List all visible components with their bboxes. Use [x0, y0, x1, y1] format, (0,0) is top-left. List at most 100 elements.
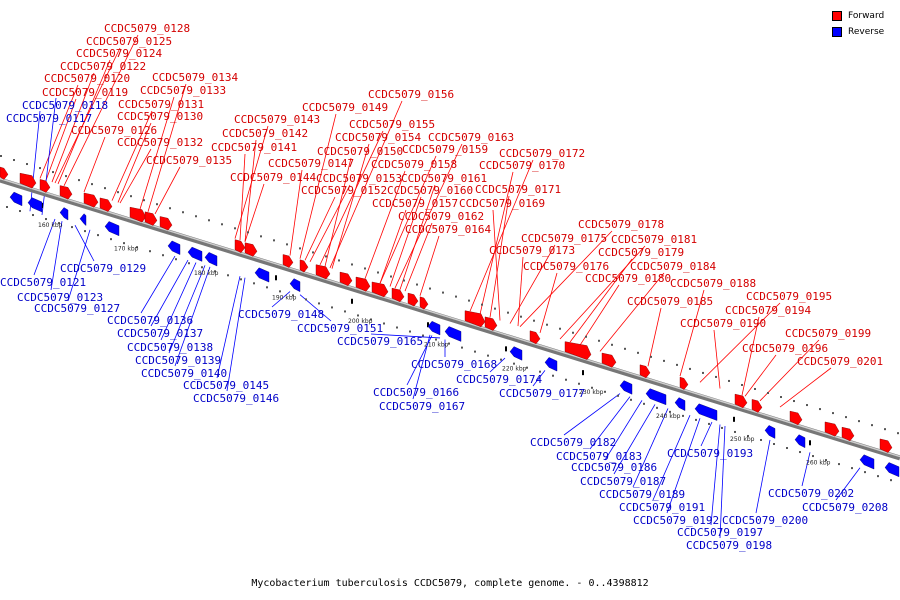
forward-gene-label: CCDC5079_0120: [44, 72, 130, 85]
guide-dot: [19, 210, 21, 213]
guide-dot: [637, 351, 639, 354]
forward-leader-line: [779, 367, 832, 408]
guide-dot: [253, 282, 255, 285]
forward-gene-label: CCDC5079_0149: [302, 101, 388, 114]
forward-leader-line: [744, 354, 777, 397]
guide-dot: [32, 214, 34, 217]
reverse-leader-line: [412, 334, 431, 400]
forward-gene-label: CCDC5079_0179: [598, 246, 684, 259]
forward-gene-label: CCDC5079_0155: [349, 118, 435, 131]
axis-tick-label: 190 kbp: [272, 294, 297, 301]
forward-gene-block: [315, 264, 331, 280]
reverse-gene-block: [884, 462, 900, 478]
reverse-gene-block: [204, 252, 218, 267]
legend: Forward Reverse: [832, 8, 892, 40]
legend-reverse: Reverse: [832, 24, 892, 40]
guide-dot: [715, 375, 717, 378]
label-leader-lines: [29, 34, 861, 539]
forward-gene-block: [0, 166, 9, 180]
axis-tick-label: 200 kbp: [348, 318, 373, 325]
forward-gene-block: [129, 206, 147, 223]
guide-dot: [507, 311, 509, 314]
guide-dot: [351, 263, 353, 266]
forward-gene-block: [407, 292, 419, 307]
forward-gene-block: [83, 192, 99, 208]
guide-dot: [403, 279, 405, 282]
guide-dot: [695, 418, 697, 421]
reverse-gene-label: CCDC5079_0208: [802, 501, 888, 514]
forward-leader-line: [57, 59, 111, 185]
guide-dot: [754, 387, 756, 390]
guide-dot: [656, 406, 658, 409]
reverse-gene-block: [764, 425, 776, 439]
forward-gene-label: CCDC5079_0162: [398, 210, 484, 223]
axis-tick: [733, 416, 735, 422]
guide-dot: [52, 171, 54, 174]
axis-tick-label: 220 kbp: [502, 365, 527, 372]
reverse-leader-line: [710, 424, 721, 526]
forward-gene-block: [371, 281, 389, 298]
forward-gene-block: [464, 310, 486, 328]
reverse-gene-label: CCDC5079_0123: [17, 291, 103, 304]
forward-gene-label: CCDC5079_0130: [117, 110, 203, 123]
guide-dot: [188, 262, 190, 265]
forward-leader-line: [111, 110, 153, 201]
guide-dot: [370, 318, 372, 321]
forward-gene-label: CCDC5079_0164: [405, 223, 491, 236]
guide-dot: [45, 218, 47, 221]
guide-dot: [221, 223, 223, 226]
forward-gene-label: CCDC5079_0152: [301, 184, 387, 197]
reverse-gene-block: [544, 357, 558, 372]
guide-dot: [780, 396, 782, 399]
reverse-gene-label: CCDC5079_0177: [499, 387, 585, 400]
reverse-leader-line: [719, 426, 726, 539]
forward-gene-block: [484, 316, 498, 331]
guide-dot: [71, 226, 73, 229]
axis-tick-label: 230 kbp: [579, 389, 604, 396]
guide-dot: [84, 230, 86, 233]
guide-dot: [26, 163, 28, 166]
guide-dot: [312, 251, 314, 254]
forward-gene-block: [244, 242, 258, 257]
axis-tick-label: 210 kbp: [424, 341, 449, 348]
guide-dot: [6, 206, 8, 208]
forward-gene-label: CCDC5079_0135: [146, 154, 232, 167]
forward-gene-block: [144, 211, 158, 226]
guide-dot: [793, 400, 795, 403]
guide-dot: [858, 420, 860, 423]
guide-dot: [13, 159, 15, 162]
reverse-leader-line: [50, 221, 63, 291]
forward-gene-label: CCDC5079_0184: [630, 260, 716, 273]
forward-gene-label: CCDC5079_0176: [523, 260, 609, 273]
forward-gene-label: CCDC5079_0194: [725, 304, 811, 317]
guide-dot: [39, 167, 41, 170]
forward-leader-line: [299, 113, 337, 259]
gene-labels: CCDC5079_0128CCDC5079_0125CCDC5079_0124C…: [0, 22, 888, 552]
reverse-leader-line: [489, 357, 506, 373]
reverse-gene-label: CCDC5079_0117: [6, 112, 92, 125]
reverse-gene-label: CCDC5079_0191: [619, 501, 705, 514]
forward-gene-block: [99, 197, 113, 212]
guide-dot: [539, 370, 541, 373]
forward-leader-line: [331, 143, 370, 269]
guide-dot: [318, 302, 320, 305]
forward-leader-line: [119, 148, 152, 204]
reverse-gene-block: [674, 397, 686, 411]
forward-gene-block: [299, 259, 309, 273]
guide-dot: [260, 235, 262, 238]
forward-leader-line: [389, 196, 422, 287]
reverse-leader-line: [632, 408, 669, 488]
reverse-gene-label: CCDC5079_0166: [373, 386, 459, 399]
reverse-swatch: [832, 27, 842, 37]
reverse-leader-line: [67, 229, 91, 302]
reverse-gene-label: CCDC5079_0138: [127, 341, 213, 354]
guide-dot: [760, 438, 762, 441]
reverse-gene-block: [645, 388, 667, 406]
guide-dot: [97, 234, 99, 237]
guide-dot: [708, 422, 710, 425]
guide-dot: [162, 254, 164, 257]
axis-tick-label: 170 kbp: [114, 245, 139, 252]
guide-dot: [552, 374, 554, 377]
forward-gene-label: CCDC5079_0142: [222, 127, 308, 140]
reverse-leader-line: [589, 396, 631, 450]
